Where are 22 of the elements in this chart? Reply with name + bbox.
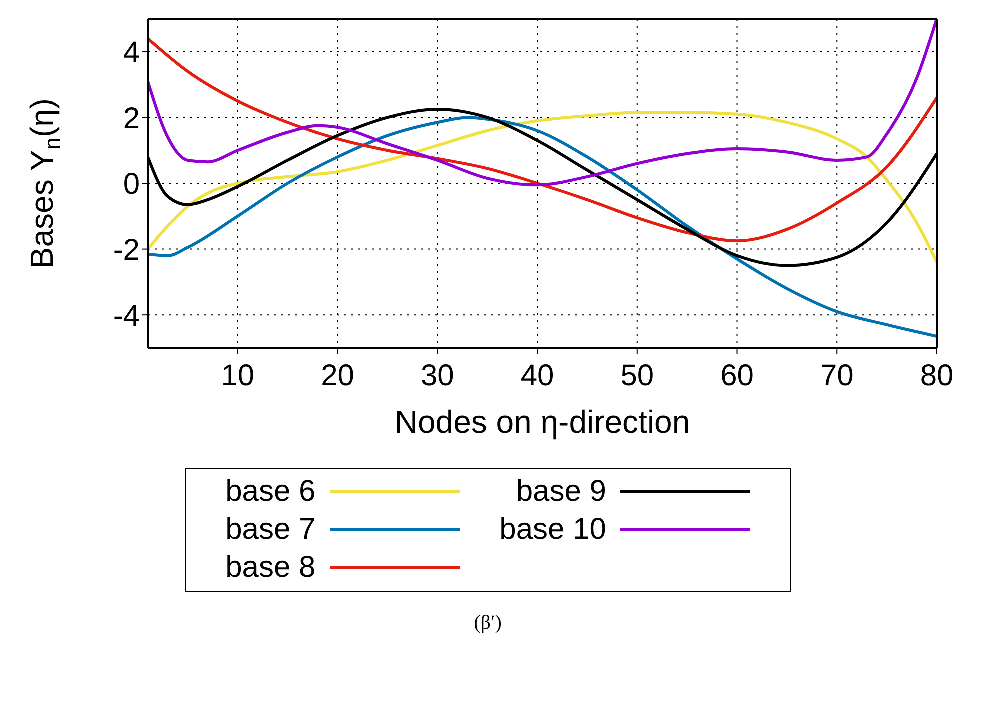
y-tick-label: 0 bbox=[123, 168, 140, 202]
legend-label: base 9 bbox=[516, 475, 606, 509]
line-series bbox=[148, 116, 937, 338]
legend-label: base 10 bbox=[500, 513, 606, 547]
x-tick-label: 60 bbox=[720, 359, 754, 392]
x-tick-label: 50 bbox=[620, 359, 654, 392]
x-tick-label: 30 bbox=[420, 359, 454, 392]
y-tick-label: 2 bbox=[123, 102, 140, 136]
legend-label: base 6 bbox=[226, 475, 316, 509]
x-tick-label: 40 bbox=[520, 359, 554, 392]
x-tick-label: 80 bbox=[920, 359, 954, 392]
y-tick-label: -4 bbox=[113, 300, 140, 333]
legend-label: base 7 bbox=[226, 513, 316, 547]
x-axis-title: Nodes on η-direction bbox=[394, 404, 690, 440]
line-series bbox=[148, 37, 937, 243]
x-tick-label: 70 bbox=[820, 359, 854, 392]
y-tick-label: -2 bbox=[113, 234, 140, 267]
text: (β′) bbox=[474, 612, 502, 634]
x-tick-label: 20 bbox=[321, 359, 354, 392]
y-tick-label: 4 bbox=[123, 36, 140, 70]
legend-label: base 8 bbox=[226, 551, 316, 585]
x-tick-label: 10 bbox=[221, 359, 255, 392]
